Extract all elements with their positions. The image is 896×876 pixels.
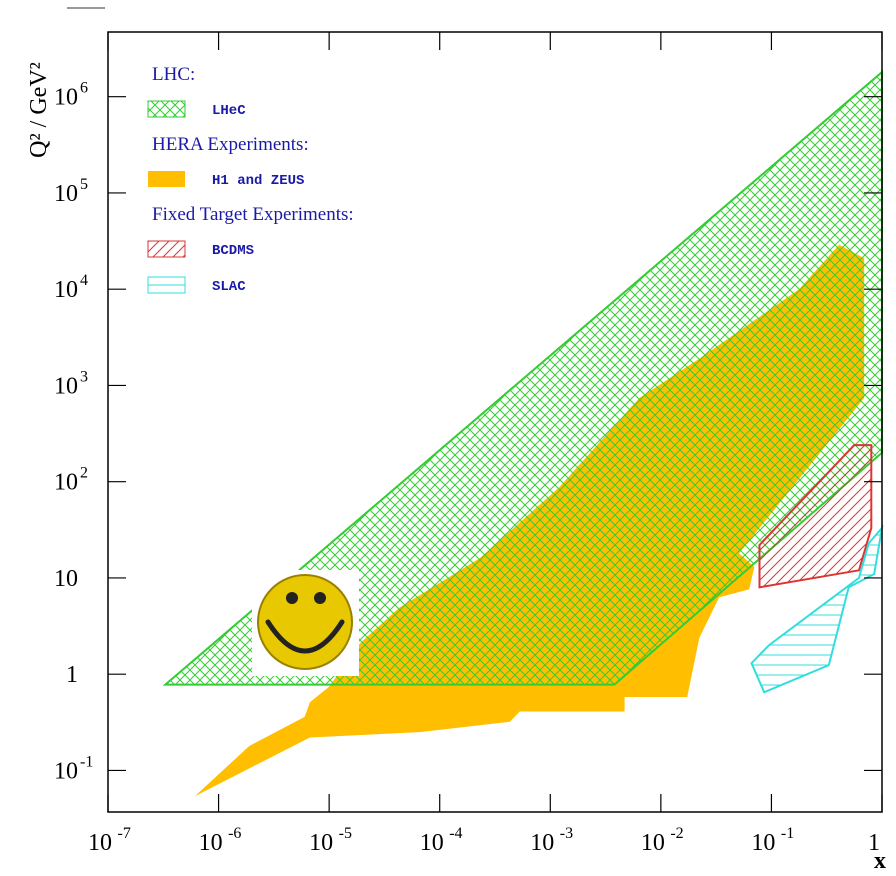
plot-frame bbox=[107, 31, 883, 813]
legend: LHC: LHeC HERA Experiments: H1 and ZEUS Fixe… bbox=[147, 64, 354, 295]
tick-exponent: 3 bbox=[80, 368, 88, 385]
region bbox=[758, 444, 873, 589]
x-axis-label: x bbox=[874, 848, 886, 874]
legend-heading: Fixed Target Experiments: bbox=[152, 204, 354, 225]
tick-label: 10 bbox=[54, 277, 78, 303]
legend-heading: HERA Experiments: bbox=[152, 134, 309, 155]
tick-label: 10 bbox=[309, 830, 333, 856]
legend-swatch bbox=[148, 171, 185, 187]
smiley bbox=[252, 570, 359, 676]
region bbox=[750, 524, 884, 694]
tick-exponent: -4 bbox=[449, 825, 462, 842]
legend-swatch bbox=[147, 240, 186, 258]
tick-label: 1 bbox=[66, 662, 78, 688]
tick-label: 10 bbox=[54, 758, 78, 784]
legend-entry: H1 and ZEUS bbox=[212, 173, 304, 189]
tick-label: 10 bbox=[54, 566, 78, 592]
tick-label: 10 bbox=[54, 85, 78, 111]
legend-swatch bbox=[147, 100, 186, 118]
y-axis-label: Q² / GeV² bbox=[26, 62, 52, 158]
tick-exponent: -1 bbox=[781, 825, 794, 842]
tick-label: 10 bbox=[420, 830, 444, 856]
tick-label: 10 bbox=[54, 470, 78, 496]
tick-exponent: -2 bbox=[670, 825, 683, 842]
legend-entry: BCDMS bbox=[212, 243, 254, 259]
tick-label: 10 bbox=[530, 830, 554, 856]
tick-label: 10 bbox=[88, 830, 112, 856]
tick-exponent: -6 bbox=[228, 825, 241, 842]
tick-label: 10 bbox=[199, 830, 223, 856]
tick-label: 10 bbox=[54, 181, 78, 207]
regions bbox=[162, 69, 884, 797]
tick-label: 10 bbox=[54, 373, 78, 399]
tick-exponent: 2 bbox=[80, 465, 88, 482]
legend-entry: LHeC bbox=[212, 103, 246, 119]
legend-heading: LHC: bbox=[152, 64, 195, 85]
tick-exponent: -3 bbox=[560, 825, 573, 842]
tick-label: 1 bbox=[868, 830, 880, 856]
tick-exponent: -7 bbox=[118, 825, 131, 842]
tick-exponent: 5 bbox=[80, 176, 88, 193]
legend-swatch bbox=[147, 276, 186, 294]
tick-label: 10 bbox=[751, 830, 775, 856]
tick-exponent: -5 bbox=[339, 825, 352, 842]
tick-exponent: -1 bbox=[80, 753, 93, 770]
tick-label: 10 bbox=[641, 830, 665, 856]
legend-entry: SLAC bbox=[212, 279, 246, 295]
tick-exponent: 6 bbox=[80, 80, 88, 97]
tick-exponent: 4 bbox=[80, 272, 88, 289]
